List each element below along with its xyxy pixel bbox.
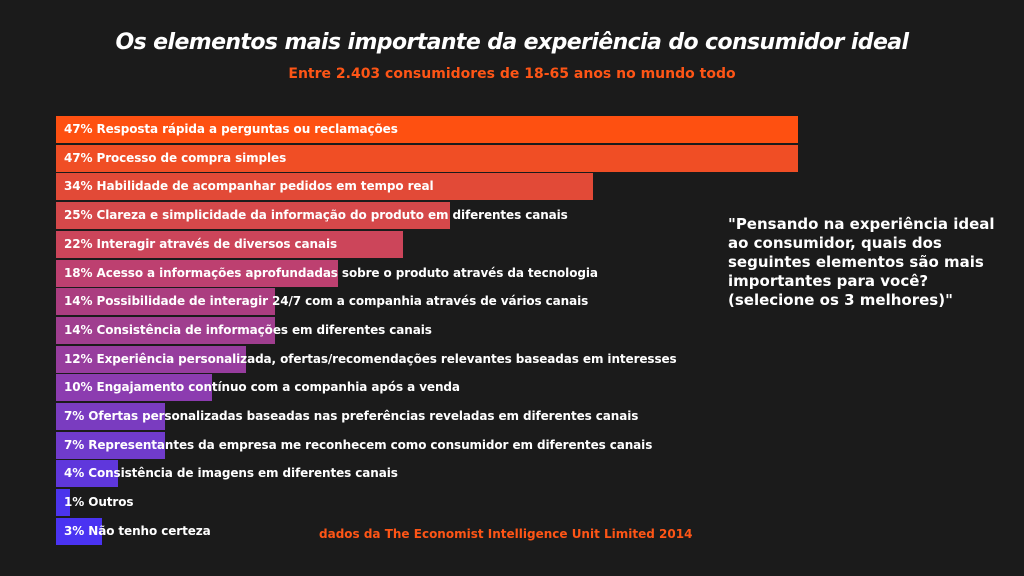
survey-question: "Pensando na experiência ideal ao consum… [728, 215, 995, 309]
bar [56, 346, 246, 373]
bar-label: 34% Habilidade de acompanhar pedidos em … [64, 179, 434, 193]
bar-label: 12% Experiência personalizada, ofertas/r… [64, 352, 677, 366]
bar [56, 260, 338, 287]
bar [56, 202, 450, 229]
bar-label: 25% Clareza e simplicidade da informação… [64, 208, 568, 222]
chart-subtitle: Entre 2.403 consumidores de 18-65 anos n… [288, 66, 736, 82]
bar-label: 14% Consistência de informações em difer… [64, 323, 432, 337]
bar-label: 47% Processo de compra simples [64, 151, 287, 165]
chart-title: Os elementos mais importante da experiên… [115, 30, 910, 55]
bar-label: 1% Outros [64, 495, 134, 509]
bar-label: 7% Ofertas personalizadas baseadas nas p… [64, 409, 639, 423]
bar [56, 518, 102, 545]
source-note: dados da The Economist Intelligence Unit… [319, 527, 693, 541]
bar [56, 288, 275, 315]
bar-label: 14% Possibilidade de interagir 24/7 com … [64, 294, 589, 308]
bar [56, 317, 275, 344]
bar [56, 432, 165, 459]
bar-label: 4% Consistência de imagens em diferentes… [64, 466, 398, 480]
bar [56, 489, 70, 516]
bar [56, 173, 593, 200]
bar [56, 231, 403, 258]
bar-label: 7% Representantes da empresa me reconhec… [64, 438, 653, 452]
bar [56, 374, 212, 401]
bar-label: 47% Resposta rápida a perguntas ou recla… [64, 122, 398, 136]
bar [56, 145, 798, 172]
bar-label: 10% Engajamento contínuo com a companhia… [64, 380, 460, 394]
bar-label: 22% Interagir através de diversos canais [64, 237, 338, 251]
bar [56, 460, 118, 487]
bar [56, 403, 165, 430]
bar [56, 116, 798, 143]
bar-label: 3% Não tenho certeza [64, 524, 211, 538]
bar-label: 18% Acesso a informações aprofundadas so… [64, 266, 598, 280]
